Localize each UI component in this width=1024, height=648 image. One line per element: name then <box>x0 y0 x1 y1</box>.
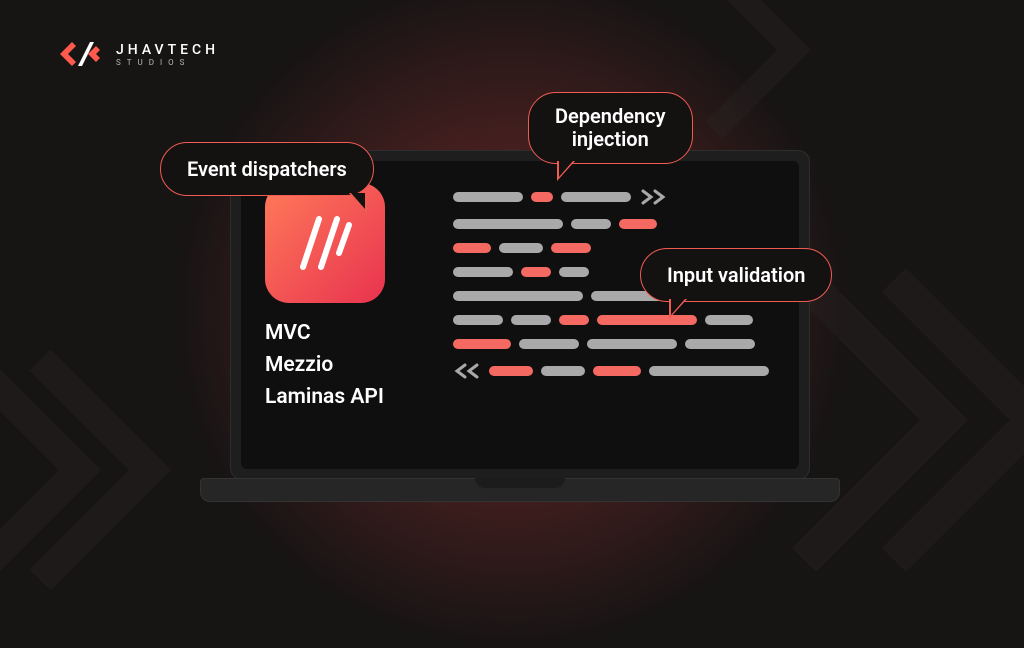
code-line <box>453 363 775 379</box>
code-segment <box>559 267 589 277</box>
bg-pattern-icon <box>0 350 220 648</box>
code-segment <box>571 219 611 229</box>
code-segment <box>489 366 533 376</box>
callout-label: Input validation <box>667 263 805 287</box>
callout-dependency-injection: Dependency injection <box>528 92 693 164</box>
code-segment <box>593 366 641 376</box>
code-segment <box>541 366 585 376</box>
brand-logo-text: JHAVTECH STUDIOS <box>116 42 219 67</box>
callout-input-validation: Input validation <box>640 248 832 302</box>
brand-name: JHAVTECH <box>116 42 219 58</box>
infographic-canvas: JHAVTECH STUDIOS MVC Mezzio <box>0 0 1024 648</box>
chevron-right-icon <box>639 189 667 205</box>
laptop-screen: MVC Mezzio Laminas API <box>241 161 799 469</box>
code-segment <box>453 192 523 202</box>
code-segment <box>561 192 631 202</box>
code-segment <box>511 315 551 325</box>
laptop-bezel: MVC Mezzio Laminas API <box>230 150 810 480</box>
callout-tail-icon <box>557 161 575 181</box>
code-segment <box>453 291 583 301</box>
brand-logo: JHAVTECH STUDIOS <box>58 38 219 70</box>
brand-logo-icon <box>58 38 104 70</box>
term-laminas-api: Laminas API <box>265 385 425 409</box>
code-segment <box>521 267 551 277</box>
code-segment <box>531 192 553 202</box>
code-segment <box>453 315 503 325</box>
code-segment <box>705 315 753 325</box>
code-segment <box>685 339 755 349</box>
code-segment <box>619 219 657 229</box>
code-segment <box>551 243 591 253</box>
code-segment <box>453 267 513 277</box>
code-segment <box>519 339 579 349</box>
code-segment <box>587 339 677 349</box>
code-segment <box>453 339 511 349</box>
laptop-hinge-notch <box>475 478 565 488</box>
code-line <box>453 315 775 325</box>
code-line <box>453 189 775 205</box>
term-mvc: MVC <box>265 321 425 345</box>
callout-label: Event dispatchers <box>187 157 347 181</box>
code-segment <box>499 243 543 253</box>
code-segment <box>559 315 589 325</box>
code-abstract-area <box>453 183 775 447</box>
bg-pattern-icon <box>704 0 904 160</box>
callout-tail-icon <box>349 193 367 213</box>
callout-event-dispatchers: Event dispatchers <box>160 142 374 196</box>
brand-subtitle: STUDIOS <box>116 58 219 67</box>
slashes-icon <box>285 203 365 283</box>
laptop-illustration: MVC Mezzio Laminas API <box>230 150 810 480</box>
callout-tail-icon <box>669 299 687 319</box>
code-segment <box>453 219 563 229</box>
code-segment <box>453 243 491 253</box>
code-segment <box>649 366 769 376</box>
chevron-left-icon <box>453 363 481 379</box>
bg-pattern-icon <box>784 260 1024 620</box>
framework-terms-list: MVC Mezzio Laminas API <box>265 321 425 409</box>
callout-label: Dependency injection <box>555 104 666 151</box>
term-mezzio: Mezzio <box>265 353 425 377</box>
code-line <box>453 339 775 349</box>
screen-left-column: MVC Mezzio Laminas API <box>265 183 425 447</box>
framework-app-icon <box>265 183 385 303</box>
code-line <box>453 219 775 229</box>
